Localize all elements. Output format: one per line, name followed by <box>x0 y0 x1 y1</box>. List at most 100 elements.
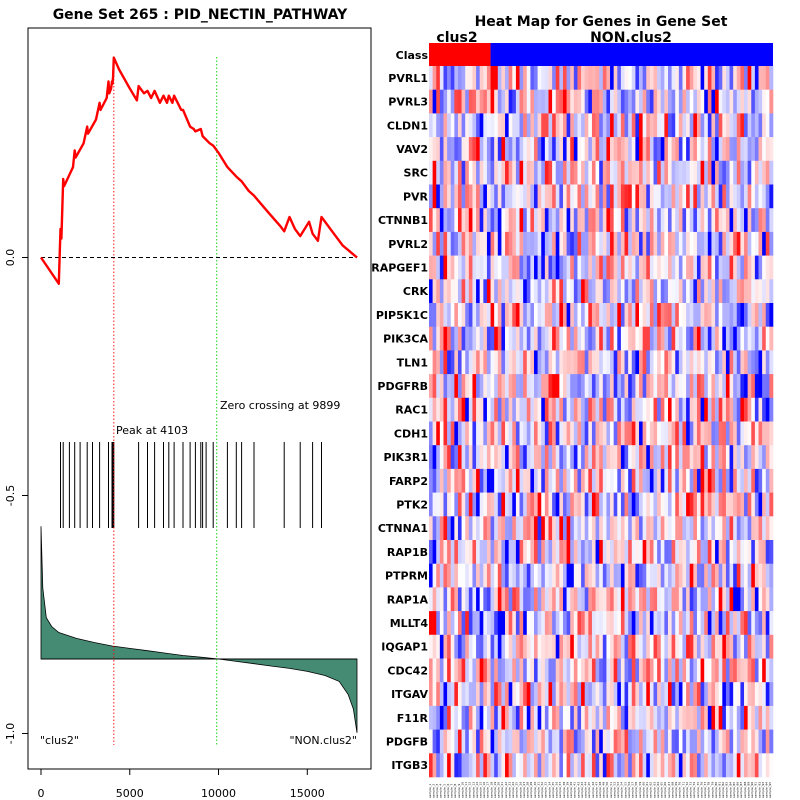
heatmap-cell <box>436 208 441 233</box>
heatmap-cell <box>447 350 452 375</box>
heatmap-cell <box>649 113 654 138</box>
heatmap-cell <box>667 563 672 588</box>
heatmap-cell <box>570 303 575 327</box>
heatmap-cell <box>534 729 538 754</box>
heatmap-cell <box>573 587 578 612</box>
heatmap-cell <box>559 634 564 659</box>
heatmap-cell <box>447 563 452 588</box>
heatmap-cell <box>483 113 488 138</box>
heatmap-cell <box>591 66 596 90</box>
sample-label: sample_48 <box>598 782 602 798</box>
heatmap-cell <box>715 397 719 422</box>
heatmap-cell <box>733 303 738 327</box>
heatmap-cell <box>649 682 654 707</box>
heatmap-cell <box>508 516 513 541</box>
heatmap-cell <box>476 160 480 185</box>
heatmap-cell <box>505 326 509 351</box>
heatmap-cell <box>744 611 748 636</box>
heatmap-cell <box>447 611 452 636</box>
heatmap-cell <box>515 516 520 541</box>
heatmap-cell <box>667 468 672 493</box>
heatmap-cell <box>617 255 622 280</box>
sample-label: sample_52 <box>613 782 617 798</box>
heatmap-cell <box>552 634 557 659</box>
heatmap-cell <box>443 208 448 233</box>
heatmap-cell <box>606 445 611 470</box>
heatmap-cell <box>628 326 633 351</box>
heatmap-cell <box>497 421 502 446</box>
heatmap-cell <box>443 350 448 375</box>
heatmap-cell <box>591 753 596 778</box>
heatmap-cell <box>544 374 549 399</box>
heatmap-cell <box>700 634 705 659</box>
heatmap-cell <box>552 184 557 209</box>
heatmap-cell <box>468 66 473 90</box>
heatmap-cell <box>584 397 589 422</box>
heatmap-cell <box>613 753 618 778</box>
heatmap-cell <box>689 397 694 422</box>
heatmap-cell <box>711 326 716 351</box>
heatmap-cell <box>436 753 441 778</box>
heatmap-cell <box>490 113 495 138</box>
heatmap-cell <box>675 350 680 375</box>
heatmap-cell <box>635 468 640 493</box>
heatmap-cell <box>537 113 542 138</box>
heatmap-cell <box>552 587 557 612</box>
heatmap-cell <box>472 208 477 233</box>
heatmap-cell <box>490 350 495 375</box>
heatmap-cell <box>696 89 701 114</box>
heatmap-cell <box>486 658 491 683</box>
heatmap-cell <box>740 255 745 280</box>
heatmap-cell <box>562 66 567 90</box>
heatmap-cell <box>534 113 538 138</box>
heatmap-cell <box>740 563 745 588</box>
heatmap-cell <box>443 184 448 209</box>
heatmap-cell <box>530 563 535 588</box>
heatmap-cell <box>523 563 528 588</box>
heatmap-cell <box>613 682 618 707</box>
heatmap-cell <box>620 208 625 233</box>
sample-label: sample_24 <box>511 782 515 798</box>
heatmap-cell <box>544 137 549 162</box>
heatmap-cell <box>570 587 575 612</box>
heatmap-cell <box>591 160 596 185</box>
heatmap-cell <box>519 634 524 659</box>
heatmap-cell <box>649 516 654 541</box>
heatmap-cell <box>617 658 622 683</box>
heatmap-cell <box>751 540 756 564</box>
heatmap-cell <box>660 563 665 588</box>
heatmap-cell <box>751 66 756 90</box>
heatmap-cell <box>762 231 767 256</box>
heatmap-cell <box>610 137 614 162</box>
sample-label: sample_31 <box>536 782 540 798</box>
heatmap-cell <box>744 303 748 327</box>
heatmap-cell <box>631 66 636 90</box>
heatmap-cell <box>544 279 549 304</box>
heatmap-cell <box>432 658 437 683</box>
heatmap-cell <box>671 160 676 185</box>
heatmap-cell <box>562 729 567 754</box>
heatmap-cell <box>628 705 633 730</box>
heatmap-cell <box>544 682 549 707</box>
heatmap-cell <box>671 350 676 375</box>
heatmap-cell <box>653 374 658 399</box>
heatmap-cell <box>620 89 625 114</box>
heatmap-cell <box>762 113 767 138</box>
heatmap-cell <box>472 350 477 375</box>
heatmap-cell <box>465 705 470 730</box>
heatmap-cell <box>595 137 600 162</box>
heatmap-cell <box>642 682 647 707</box>
heatmap-cell <box>454 208 459 233</box>
heatmap-cell <box>505 184 509 209</box>
heatmap-cell <box>457 89 462 114</box>
heatmap-cell <box>642 729 647 754</box>
heatmap-cell <box>660 587 665 612</box>
heatmap-cell <box>515 753 520 778</box>
heatmap-cell <box>602 682 607 707</box>
heatmap-cell <box>577 231 582 256</box>
heatmap-cell <box>443 611 448 636</box>
heatmap-cell <box>450 658 455 683</box>
heatmap-cell <box>497 231 502 256</box>
heatmap-cell <box>722 705 727 730</box>
heatmap-cell <box>581 682 585 707</box>
